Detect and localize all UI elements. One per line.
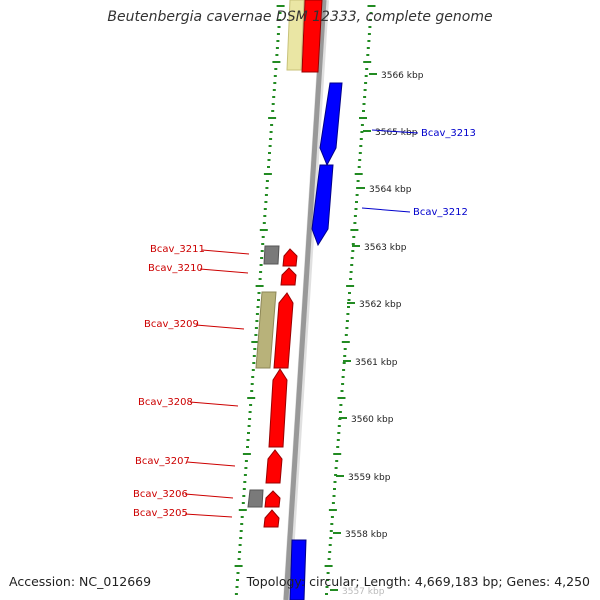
gene-label-bcav-3206[interactable]: Bcav_3206 [133, 489, 188, 500]
gene-bcav-3211[interactable] [282, 248, 298, 267]
scale-tick-label: 3558 kbp [345, 530, 388, 540]
label-connector [189, 401, 239, 407]
accession-value[interactable]: NC_012669 [79, 574, 152, 589]
scale-tick-label: 3561 kbp [355, 358, 398, 368]
scale-tick-label: 3564 kbp [369, 185, 412, 195]
label-connector [201, 249, 250, 255]
gene-label-bcav-3212[interactable]: Bcav_3212 [413, 207, 468, 218]
gene-bcav-3210[interactable] [280, 267, 297, 286]
scale-tick-label: 3565 kbp [375, 128, 418, 138]
grey-feature-3211[interactable] [263, 245, 280, 265]
gene-label-bcav-3207[interactable]: Bcav_3207 [135, 456, 190, 467]
gene-label-bcav-3211[interactable]: Bcav_3211 [150, 244, 205, 255]
gene-label-bcav-3208[interactable]: Bcav_3208 [138, 397, 193, 408]
gene-bcav-3207[interactable] [265, 449, 283, 484]
grey-feature-3206[interactable] [247, 489, 264, 508]
accession-footer: Accession: NC_012669 [9, 574, 151, 589]
backbone [283, 0, 329, 600]
scale-tick-label: 3562 kbp [359, 300, 402, 310]
misc-features [247, 0, 305, 508]
gene-label-bcav-3209[interactable]: Bcav_3209 [144, 319, 199, 330]
accession-label: Accession: [9, 574, 76, 589]
gene-bcav-3213[interactable] [319, 82, 343, 167]
scale-tick-label: 3560 kbp [351, 415, 394, 425]
olive-feature-3209[interactable] [255, 291, 277, 369]
gene-bottom-blue[interactable] [289, 539, 307, 600]
gene-top-red[interactable] [301, 0, 323, 73]
scale-tick-label: 3559 kbp [348, 473, 391, 483]
label-connector [195, 324, 245, 330]
gene-bcav-3208[interactable] [268, 368, 288, 448]
scale-tick-label: 3563 kbp [364, 243, 407, 253]
gene-label-bcav-3210[interactable]: Bcav_3210 [148, 263, 203, 274]
label-connector [184, 493, 234, 499]
tick-rows [234, 5, 376, 595]
reverse-genes [289, 82, 343, 600]
backbone-line [283, 0, 327, 600]
label-connector [371, 129, 419, 134]
gene-label-bcav-3213[interactable]: Bcav_3213 [421, 128, 476, 139]
label-connector [361, 207, 411, 213]
scale-tick-label: 3557 kbp [342, 587, 385, 597]
gene-label-bcav-3205[interactable]: Bcav_3205 [133, 508, 188, 519]
label-connector [199, 268, 249, 274]
scale-tick-label: 3566 kbp [381, 71, 424, 81]
label-connector [184, 513, 233, 518]
gene-bcav-3212[interactable] [311, 164, 334, 247]
genome-title: Beutenbergia cavernae DSM 12333, complet… [107, 9, 493, 25]
gene-bcav-3205[interactable] [263, 509, 280, 528]
forward-genes [263, 0, 323, 528]
scale-labels: 3566 kbp 3565 kbp 3564 kbp 3563 kbp 3562… [330, 71, 424, 597]
gene-labels: Bcav_3213 Bcav_3212 Bcav_3211 Bcav_3210 … [133, 128, 476, 519]
gene-bcav-3206[interactable] [264, 490, 281, 508]
pale-feature-top[interactable] [286, 0, 305, 71]
label-connector [186, 461, 236, 467]
gene-bcav-3209[interactable] [273, 292, 294, 369]
topology-footer: Topology: circular; Length: 4,669,183 bp… [246, 574, 590, 589]
